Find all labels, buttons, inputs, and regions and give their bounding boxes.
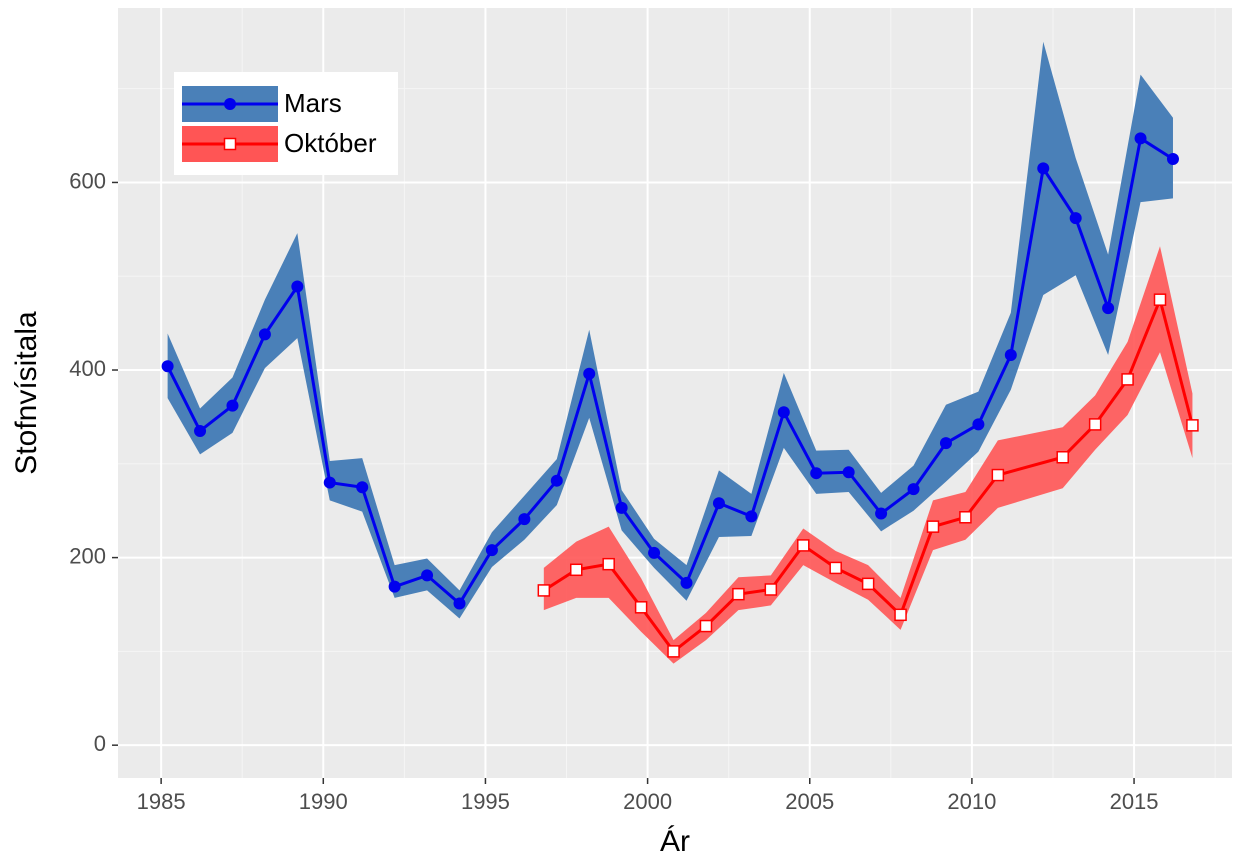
confidence-band xyxy=(167,41,1173,619)
point-marker xyxy=(291,280,304,293)
point-marker xyxy=(1056,450,1069,464)
point-marker xyxy=(550,474,563,487)
point-marker xyxy=(680,576,693,589)
y-tick-label: 200 xyxy=(69,543,106,568)
x-tick-label: 2000 xyxy=(623,789,672,814)
point-marker xyxy=(699,619,713,633)
point-marker xyxy=(1121,373,1134,386)
point-marker xyxy=(894,608,907,622)
point-marker xyxy=(226,399,239,412)
point-marker xyxy=(518,513,531,526)
x-tick-label: 2015 xyxy=(1110,789,1159,814)
y-tick-label: 0 xyxy=(94,731,106,756)
legend-key-marker xyxy=(224,98,236,110)
x-tick-label: 2010 xyxy=(947,789,996,814)
point-marker xyxy=(421,569,434,582)
legend-label: Október xyxy=(284,128,377,158)
point-marker xyxy=(764,583,778,596)
point-marker xyxy=(1102,302,1115,315)
point-marker xyxy=(810,467,823,480)
point-marker xyxy=(712,497,725,510)
point-marker xyxy=(1004,349,1017,362)
point-marker xyxy=(485,544,498,557)
point-marker xyxy=(907,483,920,496)
y-tick-label: 600 xyxy=(69,168,106,193)
legend-label: Mars xyxy=(284,88,342,118)
point-marker xyxy=(1166,152,1179,165)
point-marker xyxy=(959,511,972,524)
point-marker xyxy=(1134,132,1147,145)
point-marker xyxy=(875,507,888,520)
point-marker xyxy=(453,597,466,610)
point-marker xyxy=(602,557,615,571)
point-marker xyxy=(842,466,855,479)
point-marker xyxy=(745,510,758,523)
point-marker xyxy=(926,520,940,533)
y-axis-title: Stofnvísitala xyxy=(10,311,43,475)
point-marker xyxy=(829,561,842,575)
point-marker xyxy=(1037,162,1050,175)
point-marker xyxy=(356,481,369,494)
point-marker xyxy=(861,577,875,591)
point-marker xyxy=(583,367,596,380)
point-marker xyxy=(615,501,628,514)
point-marker xyxy=(939,437,952,450)
x-tick-label: 1985 xyxy=(137,789,186,814)
point-marker xyxy=(1186,419,1199,432)
point-marker xyxy=(777,406,790,419)
point-marker xyxy=(991,468,1005,482)
point-marker xyxy=(797,539,810,552)
point-marker xyxy=(161,360,174,373)
x-axis-title: Ár xyxy=(660,825,690,858)
point-marker xyxy=(972,418,985,431)
x-tick-label: 1995 xyxy=(461,789,510,814)
point-marker xyxy=(569,563,583,577)
legend: Mars Október xyxy=(174,72,398,175)
point-marker xyxy=(388,580,401,593)
point-marker xyxy=(258,328,271,341)
point-marker xyxy=(323,476,336,489)
point-marker xyxy=(648,546,661,559)
point-marker xyxy=(194,424,207,437)
point-marker xyxy=(537,584,551,597)
y-tick-label: 400 xyxy=(69,356,106,381)
point-marker xyxy=(1088,418,1102,431)
point-marker xyxy=(667,645,680,658)
point-marker xyxy=(1069,212,1082,225)
point-marker xyxy=(634,601,648,614)
legend-key-marker xyxy=(223,137,237,151)
point-marker xyxy=(732,587,745,601)
point-marker xyxy=(1153,293,1167,306)
x-tick-label: 2005 xyxy=(785,789,834,814)
x-tick-label: 1990 xyxy=(299,789,348,814)
